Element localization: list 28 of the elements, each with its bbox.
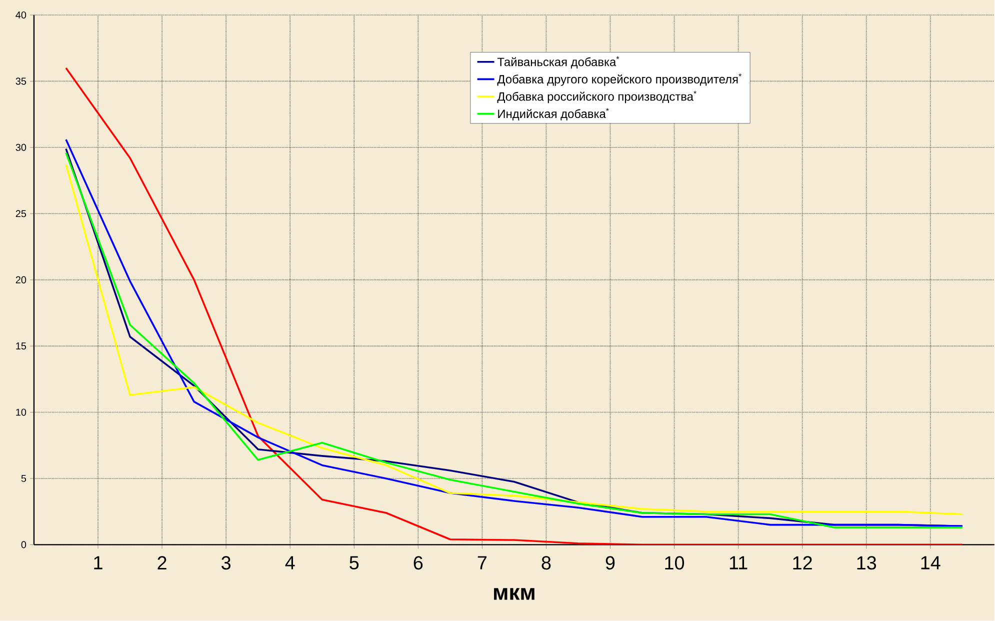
x-tick-label: 6 [414, 556, 423, 570]
legend-label: Добавка другого корейского производителя$^{*}$ [497, 74, 742, 86]
x-tick-label: 12 [793, 556, 812, 570]
x-tick-label: 4 [285, 556, 295, 570]
y-tick-label: 25 [16, 210, 26, 218]
x-tick-label: 3 [222, 556, 230, 570]
x-tick-label: 9 [606, 556, 615, 570]
x-tick-label: 2 [158, 556, 166, 570]
y-tick-label: 40 [16, 12, 26, 19]
y-tick-label: 30 [16, 144, 26, 152]
x-tick-label: 11 [730, 556, 748, 570]
x-tick-label: 8 [542, 556, 551, 570]
x-tick-label: 13 [857, 556, 876, 570]
y-tick-label: 10 [16, 408, 26, 416]
y-tick-label: 35 [16, 78, 26, 85]
y-tick-label: 20 [16, 276, 26, 284]
legend-label: Добавка российского производства$^{*}$ [497, 91, 696, 104]
x-tick-label: 10 [665, 556, 684, 570]
x-tick-label: 1 [94, 556, 102, 570]
y-tick-label: 5 [21, 475, 26, 482]
legend-label: Индийская добавка$^{*}$ [498, 108, 609, 121]
x-tick-label: 5 [350, 556, 359, 570]
x-axis-title: мкм [494, 588, 534, 600]
legend-label: Тайваньская добавка$^{*}$ [497, 56, 620, 69]
x-tick-label: 14 [921, 556, 940, 570]
y-tick-label: 15 [16, 342, 26, 350]
y-tick-label: 0 [21, 541, 26, 548]
x-tick-label: 7 [478, 556, 486, 570]
